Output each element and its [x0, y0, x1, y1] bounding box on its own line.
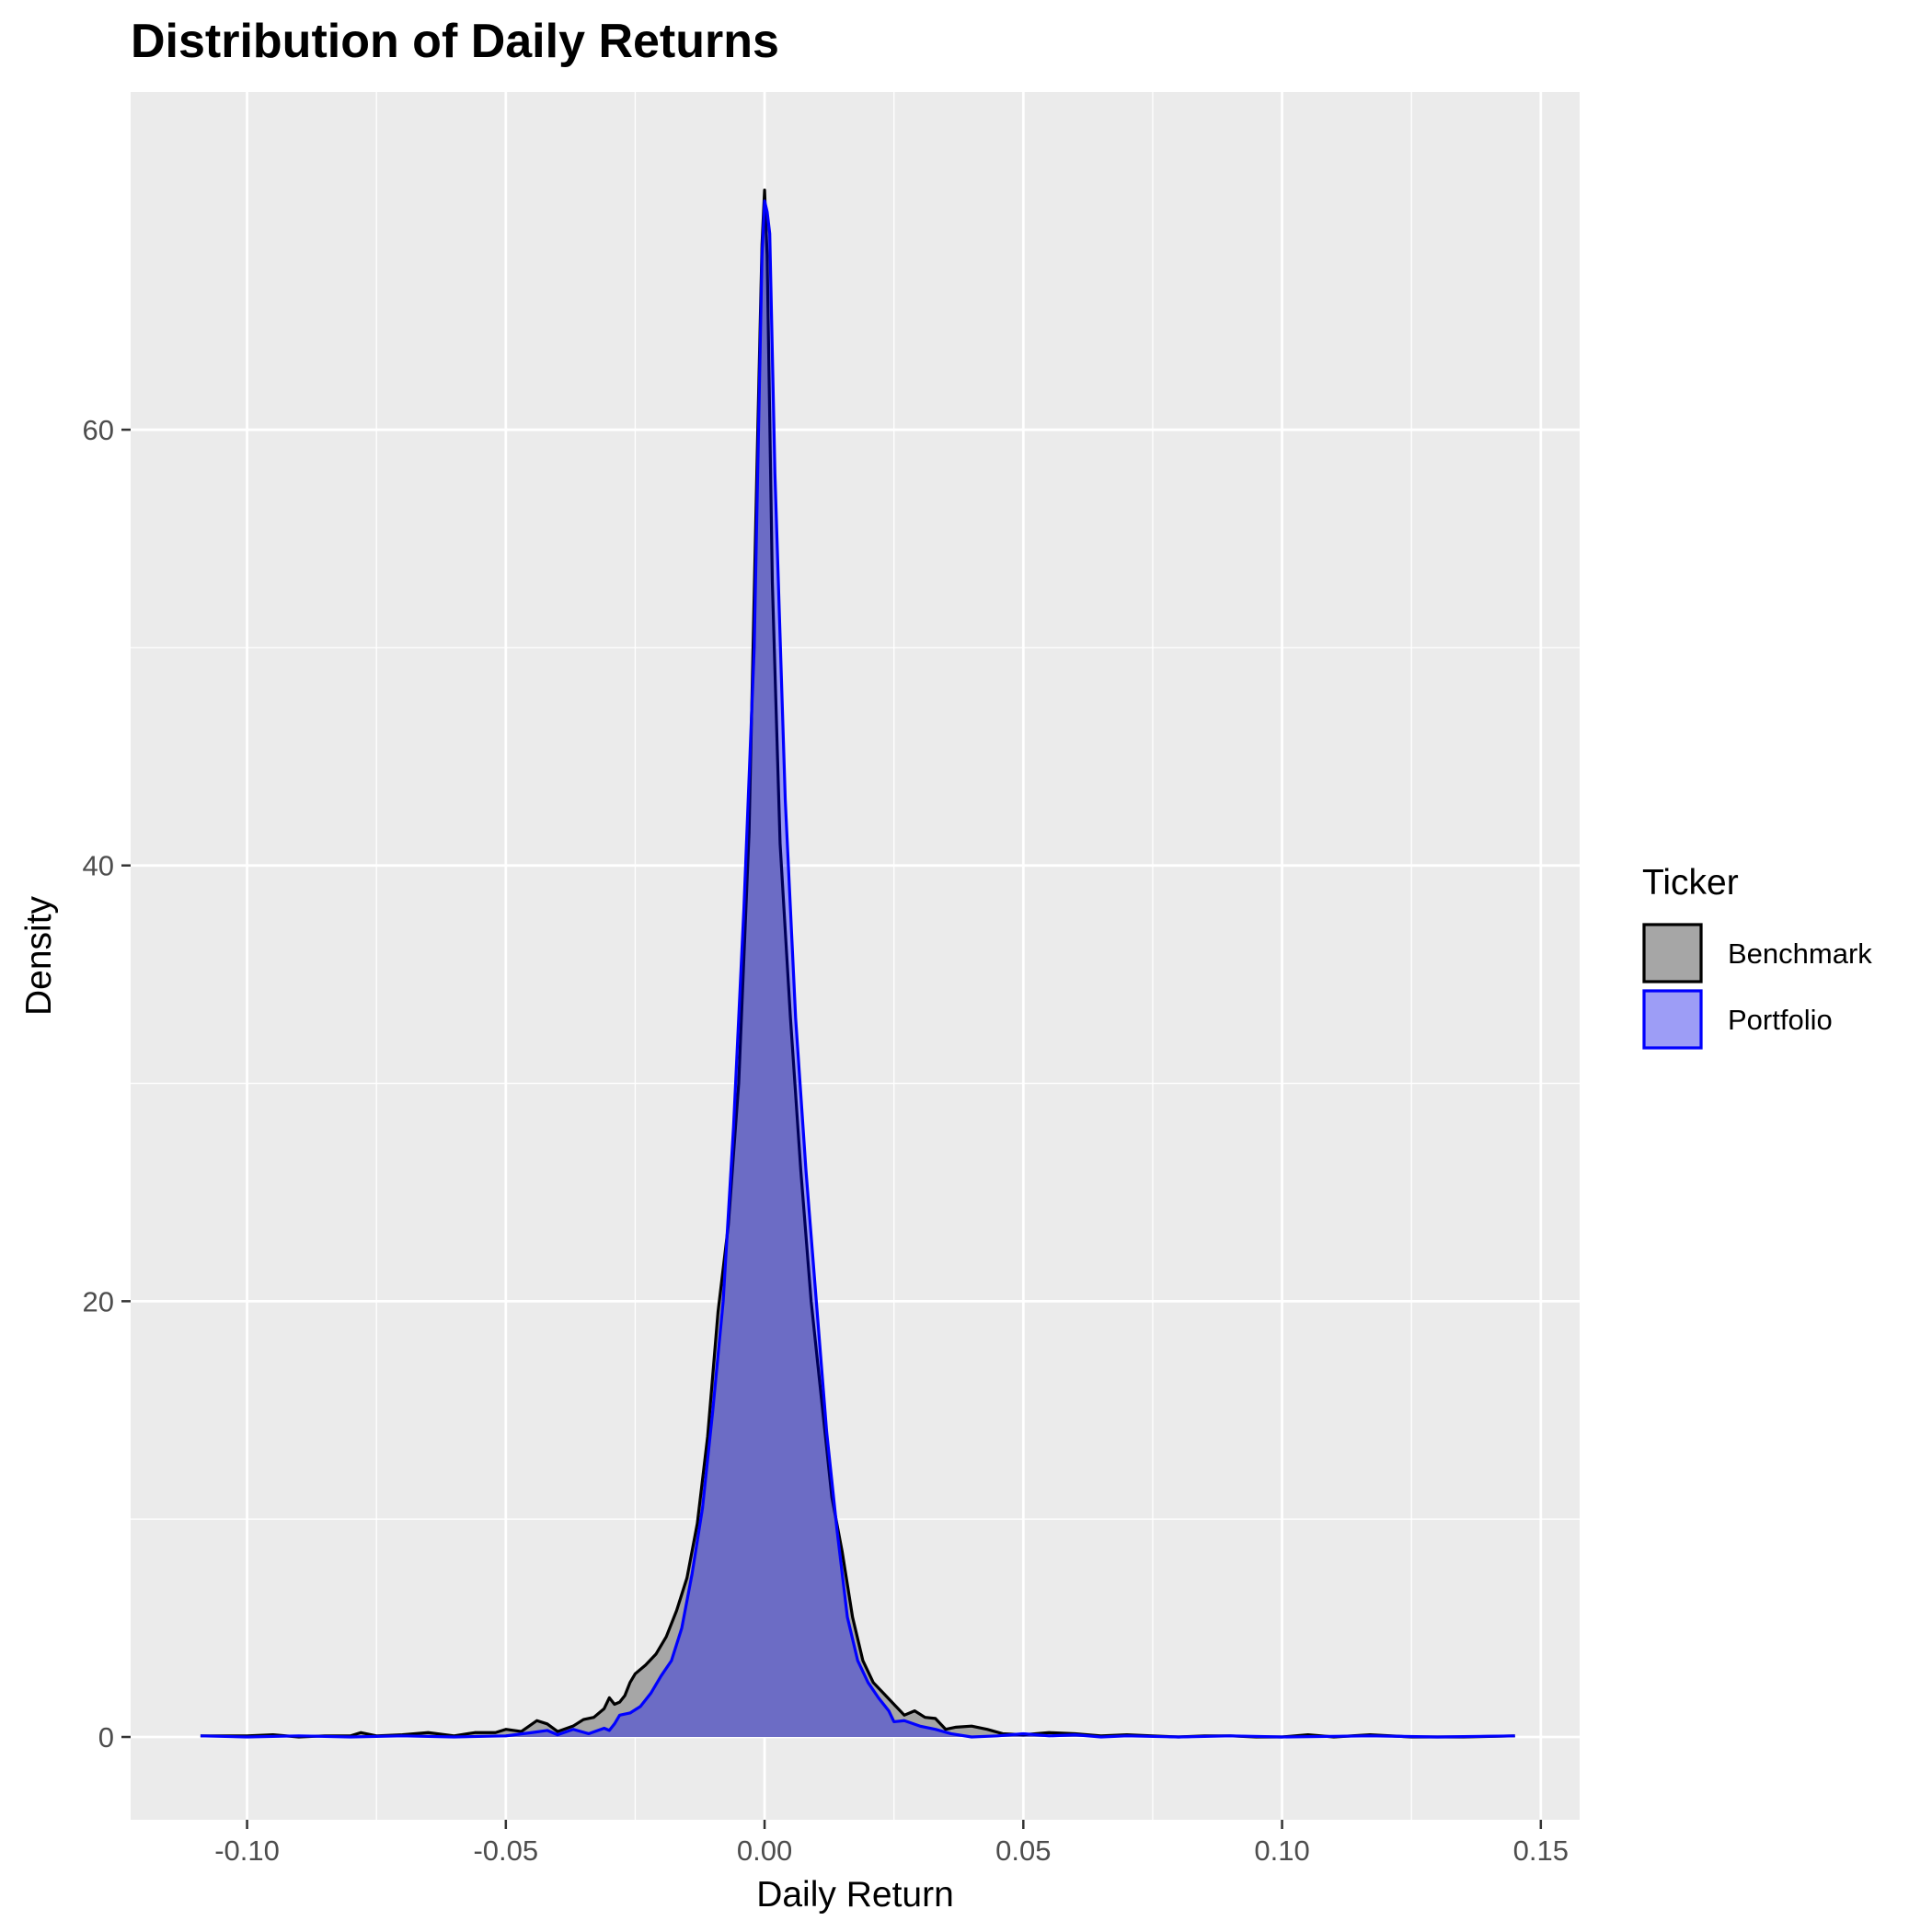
legend-key-bg-portfolio — [1642, 989, 1703, 1050]
x-tick-label: 0.00 — [737, 1834, 792, 1867]
legend-label-benchmark: Benchmark — [1728, 937, 1872, 970]
y-tick-label: 40 — [83, 850, 114, 882]
x-tick-label: -0.05 — [473, 1834, 538, 1867]
x-axis: -0.10 -0.05 0.00 0.05 0.10 0.15 — [214, 1820, 1569, 1867]
legend-label-portfolio: Portfolio — [1728, 1004, 1833, 1036]
y-axis: 0 20 40 60 — [83, 414, 131, 1754]
chart-title: Distribution of Daily Returns — [131, 15, 779, 68]
y-axis-title: Density — [19, 895, 59, 1016]
plot-panel — [131, 92, 1580, 1820]
y-tick-label: 60 — [83, 414, 114, 446]
series-layer — [200, 188, 1515, 1739]
legend-key-benchmark — [1642, 923, 1703, 983]
y-tick-label: 0 — [98, 1721, 114, 1754]
legend-title: Ticker — [1642, 863, 1739, 903]
legend-key-portfolio — [1642, 989, 1703, 1050]
x-axis-title: Daily Return — [756, 1875, 954, 1915]
legend: Ticker Benchmark Portfolio — [1642, 863, 1872, 1050]
legend-items: Benchmark Portfolio — [1642, 923, 1872, 1050]
y-tick-label: 20 — [83, 1285, 114, 1317]
x-tick-label: 0.05 — [995, 1834, 1051, 1867]
panel-background — [131, 92, 1580, 1820]
series-line-portfolio — [200, 199, 1515, 1739]
x-tick-label: 0.10 — [1254, 1834, 1309, 1867]
x-tick-label: -0.10 — [214, 1834, 280, 1867]
x-tick-label: 0.15 — [1513, 1834, 1569, 1867]
grid-minor — [131, 92, 1580, 1820]
